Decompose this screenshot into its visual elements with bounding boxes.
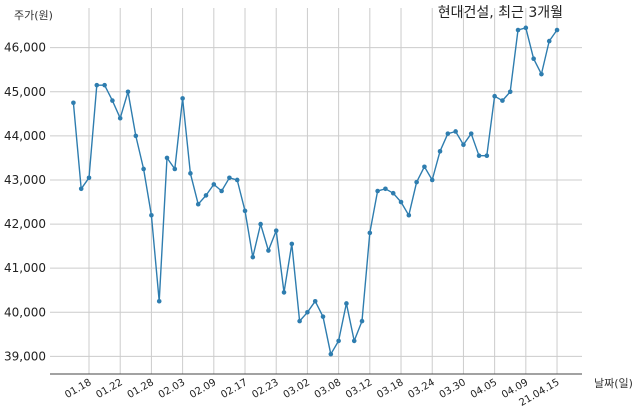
x-tick-label: 01.28 [126, 377, 156, 401]
data-point [546, 38, 552, 44]
data-point [523, 25, 529, 31]
data-point [328, 351, 334, 357]
data-point [188, 171, 193, 176]
data-point [219, 188, 224, 194]
data-point [250, 254, 256, 260]
x-tick-label: 01.18 [63, 377, 93, 401]
data-point [281, 290, 287, 295]
data-point [172, 166, 178, 172]
data-point [492, 93, 497, 99]
chart-title: 현대건설, 최근 3개월 [438, 5, 563, 21]
data-point [234, 177, 240, 183]
data-point [312, 298, 318, 304]
data-point [406, 212, 412, 218]
data-point [86, 175, 92, 181]
y-tick-label: 41,000 [4, 261, 46, 275]
y-gridlines [50, 47, 582, 357]
data-point [133, 133, 139, 139]
data-point [375, 188, 380, 194]
data-point [414, 179, 419, 185]
data-point [422, 164, 427, 170]
data-point [390, 190, 396, 196]
data-point [305, 309, 310, 315]
data-point [437, 149, 443, 154]
data-point [445, 131, 451, 136]
x-tick-label: 04.05 [469, 377, 499, 401]
data-point [539, 71, 544, 77]
data-point [507, 89, 513, 95]
data-point [468, 131, 474, 136]
x-tick-label: 03.30 [438, 377, 468, 401]
data-point [554, 27, 560, 33]
x-tick-label: 03.08 [313, 377, 343, 401]
x-tick-label: 03.24 [406, 377, 436, 401]
y-tick-label: 46,000 [4, 41, 46, 55]
x-axis-label: 날짜(일) [594, 376, 633, 390]
price-series [71, 25, 560, 357]
x-tick-label: 02.09 [188, 377, 218, 401]
data-point [94, 82, 100, 88]
data-point [141, 166, 146, 172]
y-axis-label: 주가(원) [14, 9, 53, 22]
data-point [367, 230, 373, 236]
data-point [383, 186, 388, 192]
x-tick-label: 02.03 [157, 377, 187, 401]
data-point [78, 186, 84, 192]
data-point [211, 182, 217, 187]
data-point [227, 175, 232, 181]
data-point [297, 318, 302, 324]
data-point [117, 115, 123, 121]
data-point [351, 338, 357, 344]
y-tick-label: 39,000 [4, 349, 46, 363]
y-tick-label: 45,000 [4, 85, 46, 99]
data-point [125, 89, 131, 95]
data-point [453, 129, 458, 134]
data-point [500, 98, 505, 103]
y-tick-label: 43,000 [4, 173, 46, 187]
series-line [72, 27, 558, 355]
data-point [429, 177, 435, 183]
data-point [110, 98, 115, 103]
data-point [156, 298, 162, 304]
data-point [203, 193, 209, 198]
x-tick-label: 02.17 [219, 377, 249, 401]
y-tick-label: 40,000 [4, 305, 46, 319]
data-point [273, 228, 279, 233]
data-point [461, 142, 466, 147]
data-point [266, 248, 271, 253]
data-point [476, 153, 482, 159]
y-tick-labels: 39,000 40,000 41,000 42,000 43,000 44,000 45,0… [4, 41, 46, 364]
data-point [102, 82, 107, 88]
data-point [195, 201, 201, 207]
x-tick-label: 02.23 [250, 377, 280, 401]
x-tick-label: 01.22 [94, 377, 124, 401]
data-point [320, 314, 326, 319]
data-point [242, 208, 248, 214]
data-point [258, 221, 263, 227]
x-gridlines [88, 8, 558, 374]
data-point [71, 100, 76, 106]
x-tick-labels: 01.18 01.22 01.28 02.03 02.09 02.17 02.23 03.02… [63, 377, 561, 409]
data-point [289, 241, 295, 247]
data-point [484, 153, 490, 159]
data-point [164, 155, 170, 161]
y-tick-label: 42,000 [4, 217, 46, 231]
data-point [149, 212, 154, 218]
data-point [359, 318, 365, 324]
data-point [515, 27, 521, 33]
x-tick-label: 03.12 [344, 377, 374, 401]
x-tick-label: 03.02 [282, 377, 312, 401]
x-tick-label: 03.18 [375, 377, 405, 401]
y-tick-label: 44,000 [4, 129, 46, 143]
data-point [344, 301, 349, 306]
data-point [398, 199, 404, 205]
data-point [180, 96, 185, 101]
data-point [531, 56, 536, 62]
data-point [336, 338, 341, 344]
